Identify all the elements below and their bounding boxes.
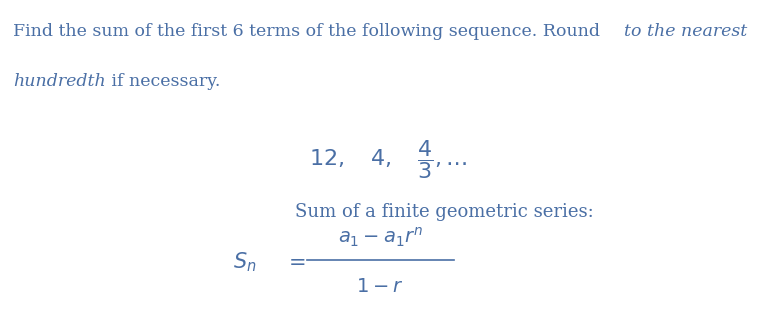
Text: if necessary.: if necessary. [105,73,220,90]
Text: hundredth: hundredth [13,73,105,90]
Text: $S_n$: $S_n$ [234,250,257,274]
Text: $a_1 - a_1 r^n$: $a_1 - a_1 r^n$ [337,225,423,249]
Text: to the nearest: to the nearest [624,23,747,40]
Text: Sum of a finite geometric series:: Sum of a finite geometric series: [295,203,594,221]
Text: $12, \quad 4, \quad \dfrac{4}{3}, \ldots$: $12, \quad 4, \quad \dfrac{4}{3}, \ldots… [308,138,467,181]
Text: $=$: $=$ [284,253,305,271]
Text: Find the sum of the first 6 terms of the following sequence. Round: Find the sum of the first 6 terms of the… [13,23,605,40]
Text: $1 - r$: $1 - r$ [356,278,404,296]
